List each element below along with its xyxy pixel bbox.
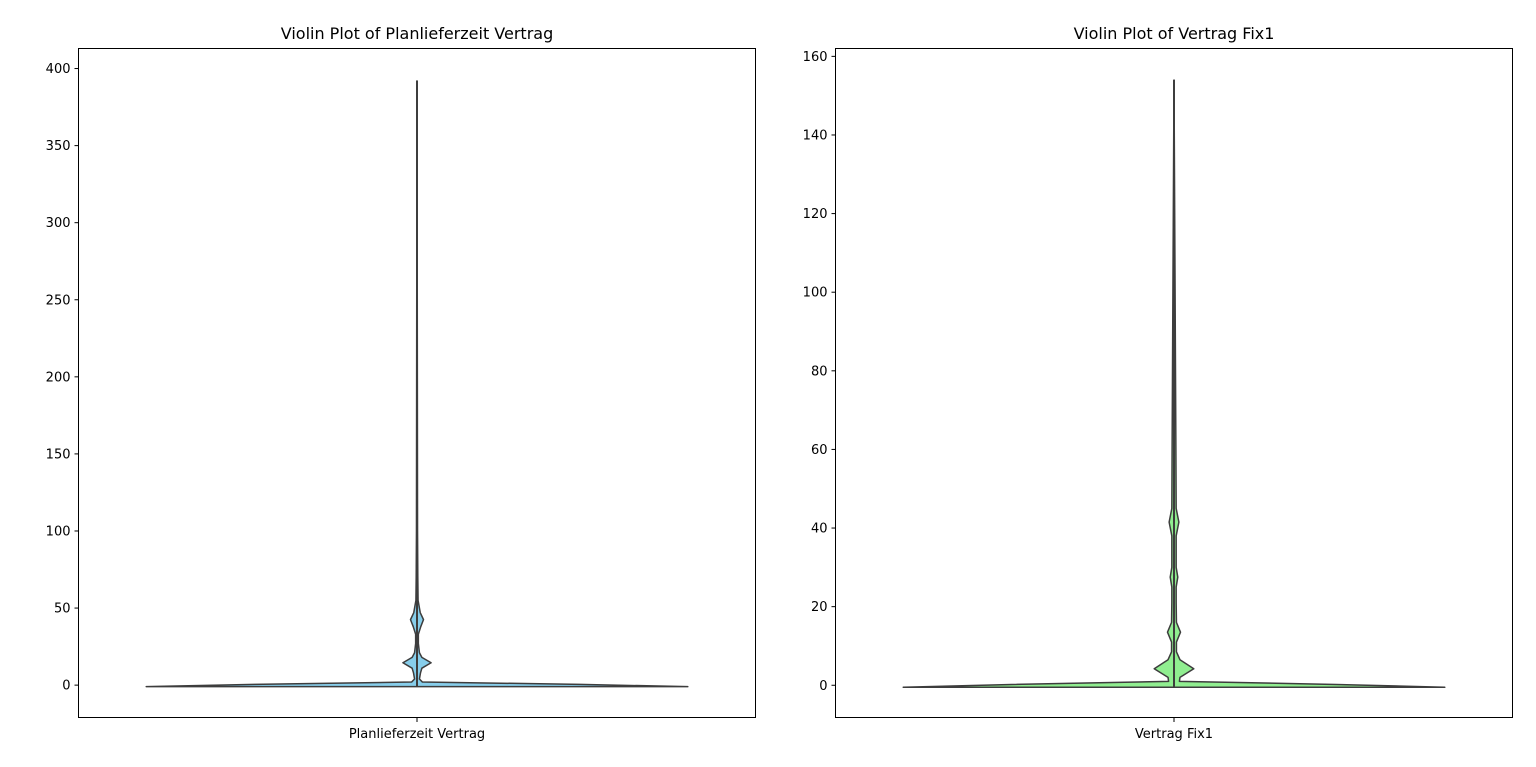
violin-layer-1 bbox=[902, 79, 1446, 688]
plot-area-1 bbox=[835, 48, 1513, 718]
chart-panel-1: Violin Plot of Vertrag Fix1 0 20 40 60 80 100… bbox=[803, 24, 1513, 742]
y-tick-label: 120 bbox=[803, 207, 828, 222]
y-tick-label: 60 bbox=[811, 443, 828, 458]
y-tick-label: 200 bbox=[46, 370, 71, 385]
x-tick-label-0: Planlieferzeit Vertrag bbox=[349, 727, 485, 742]
y-tick-label: 20 bbox=[811, 600, 828, 615]
y-ticks-0: 0 50 100 150 200 250 300 350 400 bbox=[46, 62, 79, 694]
x-ticks-0: Planlieferzeit Vertrag bbox=[349, 718, 485, 742]
chart-title-0: Violin Plot of Planlieferzeit Vertrag bbox=[281, 24, 554, 43]
chart-panel-0: Violin Plot of Planlieferzeit Vertrag 0 5… bbox=[46, 24, 756, 742]
y-tick-label: 400 bbox=[46, 62, 71, 77]
y-tick-label: 0 bbox=[62, 679, 70, 694]
y-tick-label: 300 bbox=[46, 216, 71, 231]
y-tick-label: 150 bbox=[46, 447, 71, 462]
y-tick-label: 50 bbox=[54, 602, 71, 617]
y-ticks-1: 0 20 40 60 80 100 120 140 160 bbox=[803, 50, 836, 694]
y-tick-label: 250 bbox=[46, 293, 71, 308]
y-tick-label: 160 bbox=[803, 50, 828, 65]
y-tick-label: 80 bbox=[811, 364, 828, 379]
y-tick-label: 0 bbox=[819, 679, 827, 694]
x-ticks-1: Vertrag Fix1 bbox=[1135, 718, 1213, 742]
plot-area-0 bbox=[78, 48, 756, 718]
y-tick-label: 100 bbox=[803, 286, 828, 301]
x-tick-label-1: Vertrag Fix1 bbox=[1135, 727, 1213, 742]
y-tick-label: 40 bbox=[811, 522, 828, 537]
y-tick-label: 100 bbox=[46, 524, 71, 539]
violin-layer-0 bbox=[145, 80, 689, 688]
y-tick-label: 350 bbox=[46, 139, 71, 154]
chart-title-1: Violin Plot of Vertrag Fix1 bbox=[1074, 24, 1275, 43]
y-tick-label: 140 bbox=[803, 128, 828, 143]
